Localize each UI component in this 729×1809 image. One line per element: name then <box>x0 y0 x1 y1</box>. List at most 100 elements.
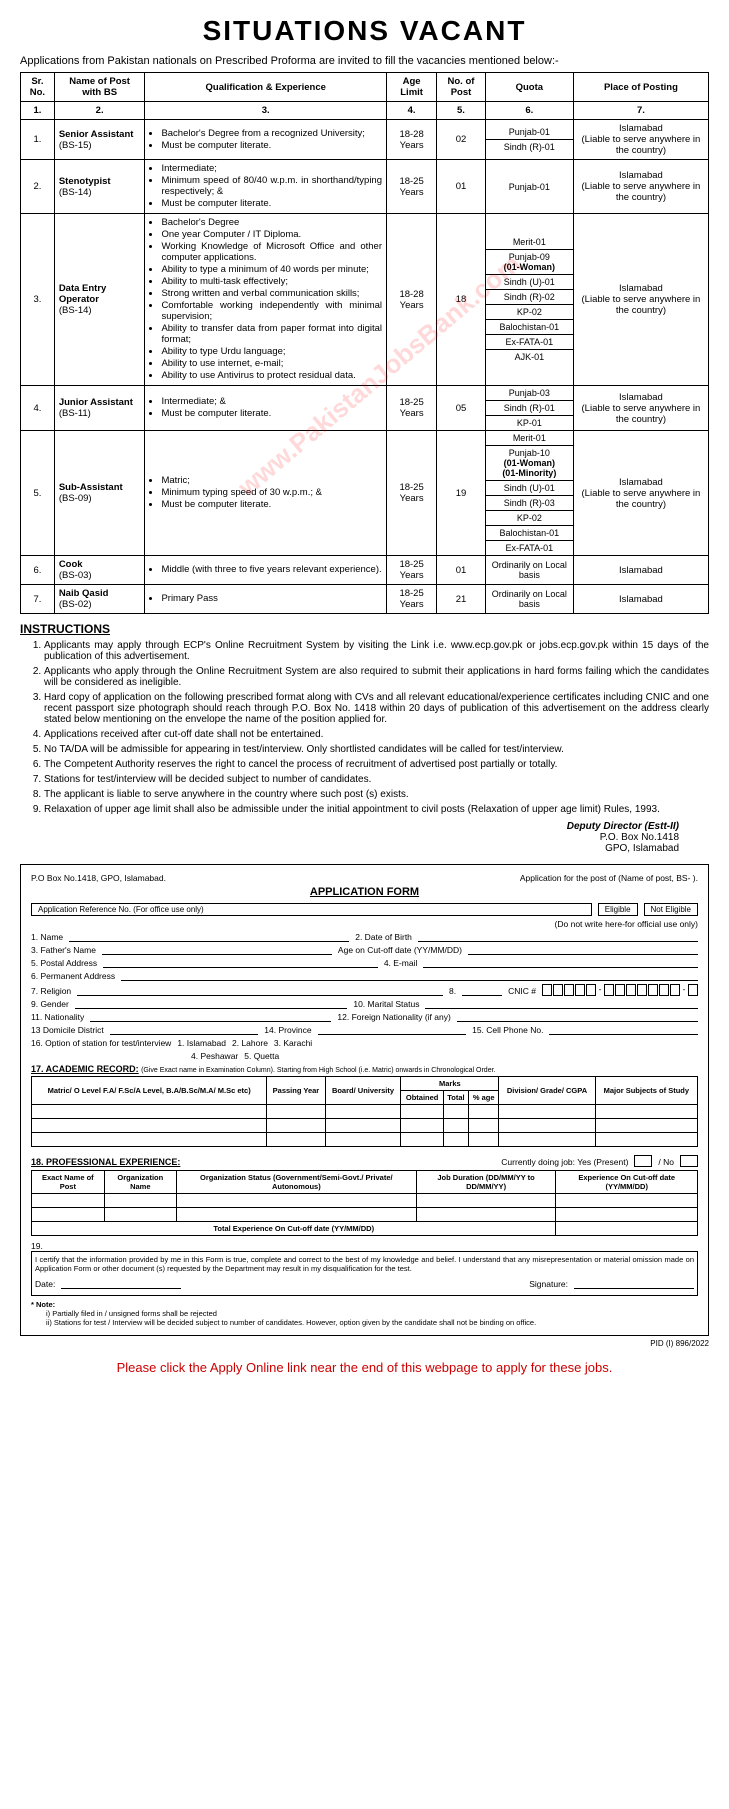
cell-num: 02 <box>437 120 486 160</box>
cell-qual: Matric;Minimum typing speed of 30 w.p.m.… <box>145 431 387 556</box>
ph1: Exact Name of Post <box>32 1171 105 1194</box>
opt2: 2. Lahore <box>232 1038 268 1048</box>
table-row: 1.Senior Assistant(BS-15)Bachelor's Degr… <box>21 120 709 160</box>
form-top-right: Application for the post of (Name of pos… <box>520 873 698 883</box>
form-title: APPLICATION FORM <box>31 886 698 898</box>
line <box>61 1279 181 1289</box>
lbl-sign: Signature: <box>529 1279 568 1289</box>
cell-post: Sub-Assistant(BS-09) <box>54 431 145 556</box>
quota-item: Ordinarily on Local basis <box>486 587 573 611</box>
cell-place: Islamabad <box>573 556 708 585</box>
lbl-perm: 6. Permanent Address <box>31 971 115 981</box>
acad-hd: 17. ACADEMIC RECORD: <box>31 1064 139 1074</box>
line <box>425 999 698 1009</box>
cell-num: 01 <box>437 556 486 585</box>
lbl-date: Date: <box>35 1279 55 1289</box>
hn4: 4. <box>387 102 437 120</box>
lbl-name: 1. Name <box>31 932 63 942</box>
cell-place: Islamabad(Liable to serve anywhere in th… <box>573 431 708 556</box>
ph3: Organization Status (Government/Semi-Gov… <box>176 1171 416 1194</box>
cell-qual: Bachelor's DegreeOne year Computer / IT … <box>145 214 387 386</box>
instruction-item: Applicants who apply through the Online … <box>44 666 709 688</box>
quota-item: Punjab-10(01-Woman)(01-Minority) <box>486 446 573 481</box>
hn5: 5. <box>437 102 486 120</box>
prof-hd: 18. PROFESSIONAL EXPERIENCE: <box>31 1157 180 1167</box>
ah7: Division/ Grade/ CGPA <box>499 1077 595 1105</box>
ah8: Major Subjects of Study <box>595 1077 697 1105</box>
cell-post: Junior Assistant(BS-11) <box>54 386 145 431</box>
line <box>90 1012 331 1022</box>
prof-table: Exact Name of Post Organization Name Org… <box>31 1170 698 1236</box>
quota-item: Sindh (R)-03 <box>486 496 573 511</box>
application-form: P.O Box No.1418, GPO, Islamabad. Applica… <box>20 864 709 1336</box>
lbl-cnic: CNIC # <box>508 986 536 996</box>
instruction-item: Relaxation of upper age limit shall also… <box>44 804 709 815</box>
cell-age: 18-25 Years <box>387 585 437 614</box>
lbl-nat: 11. Nationality <box>31 1012 84 1022</box>
quota-item: Balochistan-01 <box>486 526 573 541</box>
tot-exp: Total Experience On Cut-off date (YY/MM/… <box>32 1222 556 1236</box>
hn2: 2. <box>54 102 145 120</box>
line <box>110 1025 259 1035</box>
quota-item: KP-02 <box>486 305 573 320</box>
cell-age: 18-25 Years <box>387 556 437 585</box>
cell-qual: Intermediate; &Must be computer literate… <box>145 386 387 431</box>
opt1: 1. Islamabad <box>177 1038 226 1048</box>
hn6: 6. <box>485 102 573 120</box>
instruction-item: The Competent Authority reserves the rig… <box>44 759 709 770</box>
hdr-quota: Quota <box>485 73 573 102</box>
yes-box <box>634 1155 652 1167</box>
hn3: 3. <box>145 102 387 120</box>
cell-sr: 1. <box>21 120 55 160</box>
lbl-8: 8. <box>449 986 456 996</box>
ah4: Obtained <box>401 1091 443 1105</box>
line <box>69 932 349 942</box>
header-row: Sr. No. Name of Post with BS Qualificati… <box>21 73 709 102</box>
lbl-dom: 13 Domicile District <box>31 1025 104 1035</box>
cell-qual: Primary Pass <box>145 585 387 614</box>
quota-item: Merit-01 <box>486 235 573 250</box>
lbl-postal: 5. Postal Address <box>31 958 97 968</box>
line <box>121 971 698 981</box>
table-row: 7.Naib Qasid(BS-02)Primary Pass18-25 Yea… <box>21 585 709 614</box>
lbl-dob: 2. Date of Birth <box>355 932 412 942</box>
ah2: Passing Year <box>267 1077 325 1105</box>
lbl-prov: 14. Province <box>264 1025 311 1035</box>
page-title: SITUATIONS VACANT <box>20 15 709 47</box>
hdr-post: Name of Post with BS <box>54 73 145 102</box>
hdr-sr: Sr. No. <box>21 73 55 102</box>
hdr-qual: Qualification & Experience <box>145 73 387 102</box>
ah3: Board/ University <box>325 1077 401 1105</box>
ph5: Experience On Cut-off date (YY/MM/DD) <box>556 1171 698 1194</box>
cta-text: Please click the Apply Online link near … <box>20 1360 709 1375</box>
acad-note: (Give Exact name in Examination Column).… <box>141 1067 495 1074</box>
ph2: Organization Name <box>104 1171 176 1194</box>
cnic-boxes: -- <box>542 984 698 996</box>
quota-item: KP-02 <box>486 511 573 526</box>
cell-post: Senior Assistant(BS-15) <box>54 120 145 160</box>
cell-post: Data Entry Operator(BS-14) <box>54 214 145 386</box>
hdr-place: Place of Posting <box>573 73 708 102</box>
cell-num: 21 <box>437 585 486 614</box>
pid: PID (I) 896/2022 <box>20 1339 709 1348</box>
ah5: Total <box>443 1091 468 1105</box>
quota-item: Balochistan-01 <box>486 320 573 335</box>
line <box>574 1279 694 1289</box>
cell-age: 18-25 Years <box>387 386 437 431</box>
quota-item: Punjab-09(01-Woman) <box>486 250 573 275</box>
lbl-father: 3. Father's Name <box>31 945 96 955</box>
ah1: Matric/ O Level F.A/ F.Sc/A Level, B.A/B… <box>32 1077 267 1105</box>
ah6: % age <box>469 1091 499 1105</box>
lbl-age: Age on Cut-off date (YY/MM/DD) <box>338 945 462 955</box>
cell-num: 18 <box>437 214 486 386</box>
prof-no: / No <box>658 1157 674 1167</box>
opt3: 3. Karachi <box>274 1038 312 1048</box>
instructions-heading: INSTRUCTIONS <box>20 622 709 636</box>
cell-age: 18-28 Years <box>387 214 437 386</box>
table-row: 6.Cook(BS-03)Middle (with three to five … <box>21 556 709 585</box>
cert-num: 19. <box>31 1241 43 1251</box>
cell-age: 18-28 Years <box>387 120 437 160</box>
cell-num: 01 <box>437 160 486 214</box>
cell-place: Islamabad <box>573 585 708 614</box>
quota-item: Ordinarily on Local basis <box>486 558 573 582</box>
